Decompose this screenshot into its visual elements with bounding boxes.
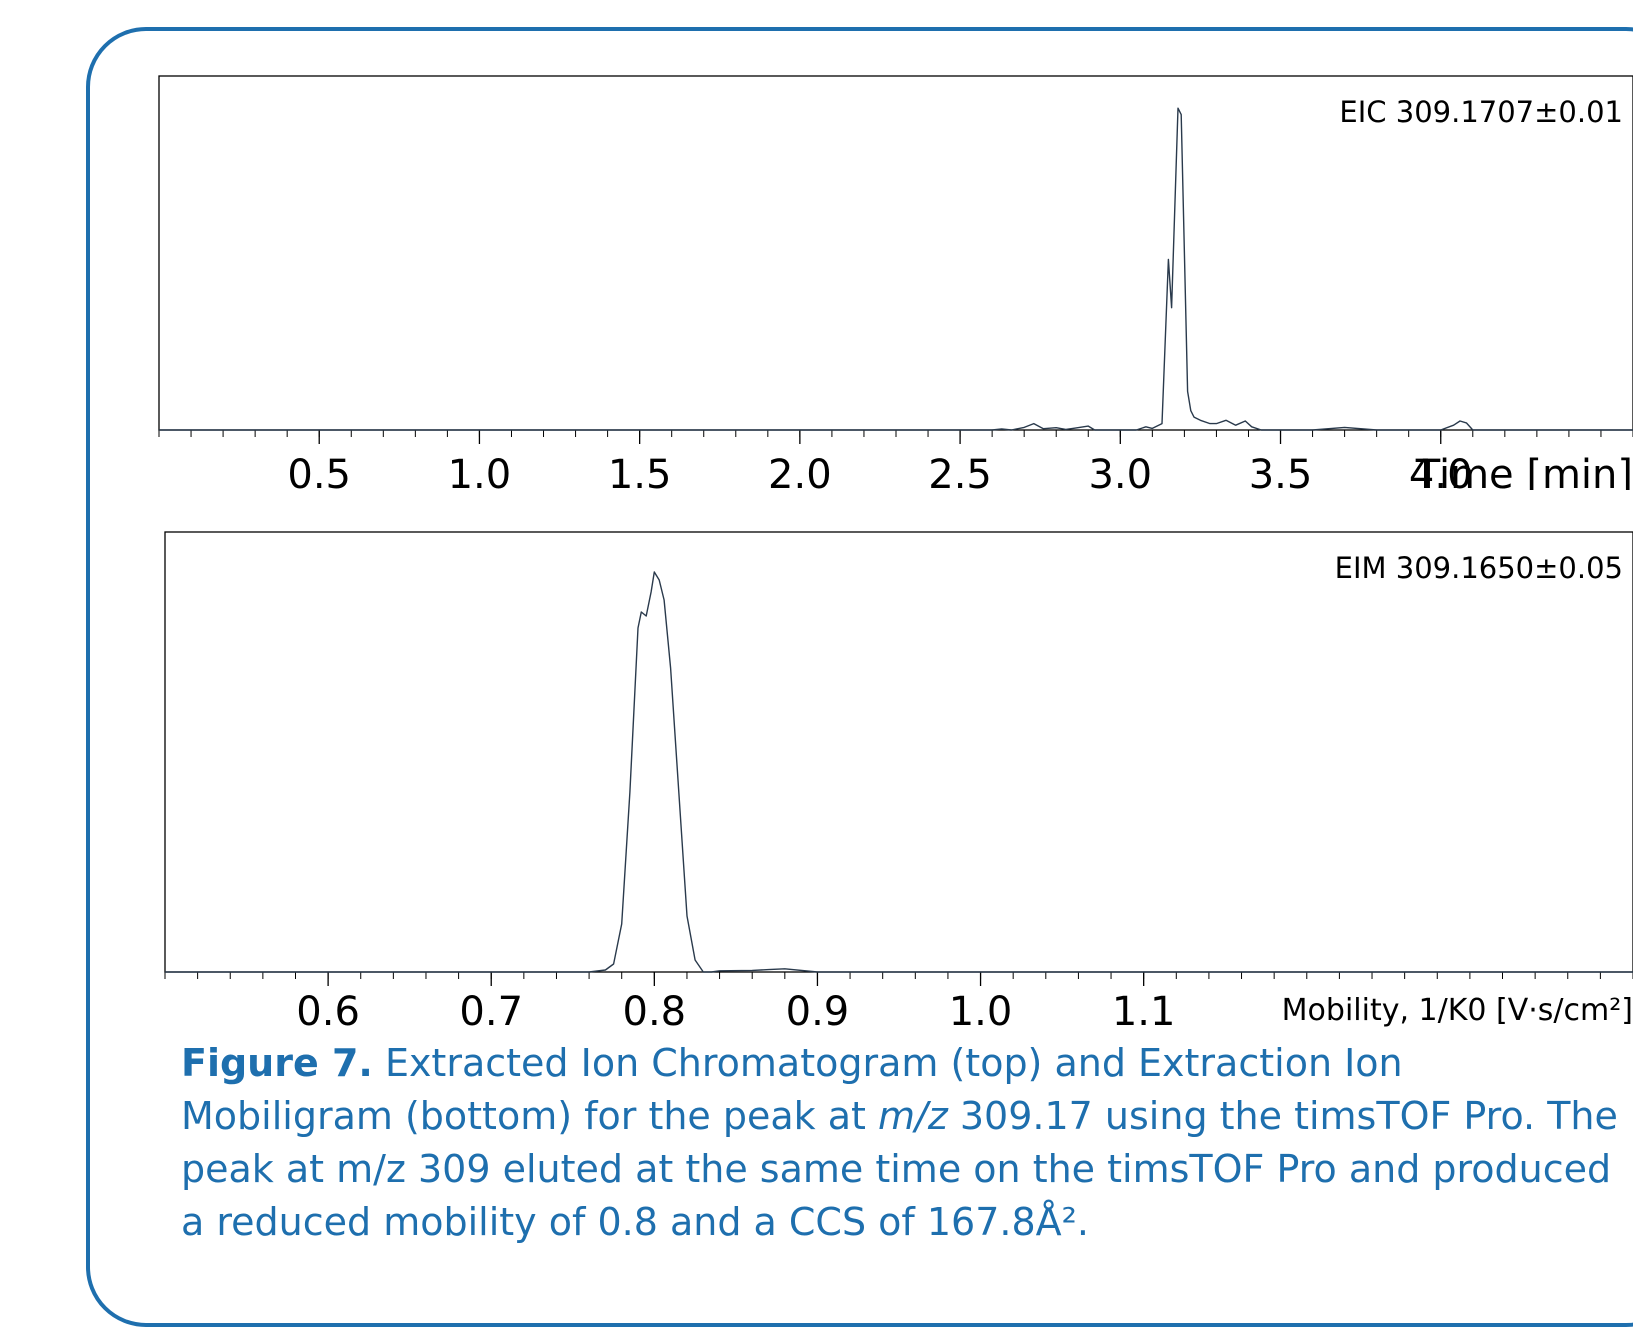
x-tick-label: 1.1	[1112, 989, 1176, 1030]
x-tick-label: 2.5	[928, 452, 992, 490]
figure-caption: Figure 7. Extracted Ion Chromatogram (to…	[181, 1037, 1621, 1249]
eim-chart: 0.6 0.7 0.8 0.9 1.0 1.1 Mobility, 1/K0 [V·s/cm…	[164, 531, 1633, 1030]
x-tick-label: 1.0	[949, 989, 1013, 1030]
series-line	[165, 571, 1633, 973]
x-axis-label: Time [min]	[1415, 452, 1633, 490]
caption-label: Figure 7.	[181, 1041, 373, 1085]
x-tick-label: 0.7	[459, 989, 523, 1030]
x-tick-label: 3.0	[1088, 452, 1152, 490]
x-tick-label: 0.8	[623, 989, 687, 1030]
x-tick-label: 4.0	[1409, 452, 1473, 490]
x-tick-label: 0.6	[296, 989, 360, 1030]
chart-annotation-title: EIC 309.1707±0.01	[1339, 95, 1623, 129]
caption-text-1: Extracted Ion Chromatogram (top) and Ext…	[181, 1041, 1403, 1138]
chart-annotation-title: EIM 309.1650±0.05	[1335, 551, 1623, 585]
x-tick-label: 3.5	[1249, 452, 1313, 490]
caption-mz: m/z	[878, 1094, 948, 1138]
plot-area-frame	[158, 75, 1633, 431]
x-tick-label: 1.5	[608, 452, 672, 490]
caption-text-2: 309.17 using the timsTOF Pro. The peak a…	[181, 1094, 1618, 1244]
x-tick-label: 0.9	[786, 989, 850, 1030]
x-tick-label: 0.5	[287, 452, 351, 490]
series-line	[159, 107, 1633, 431]
x-tick-label: 2.0	[768, 452, 832, 490]
x-axis-label: Mobility, 1/K0 [V·s/cm²]	[1282, 993, 1633, 1028]
x-tick-label: 1.0	[448, 452, 512, 490]
plot-area-frame	[164, 531, 1633, 973]
